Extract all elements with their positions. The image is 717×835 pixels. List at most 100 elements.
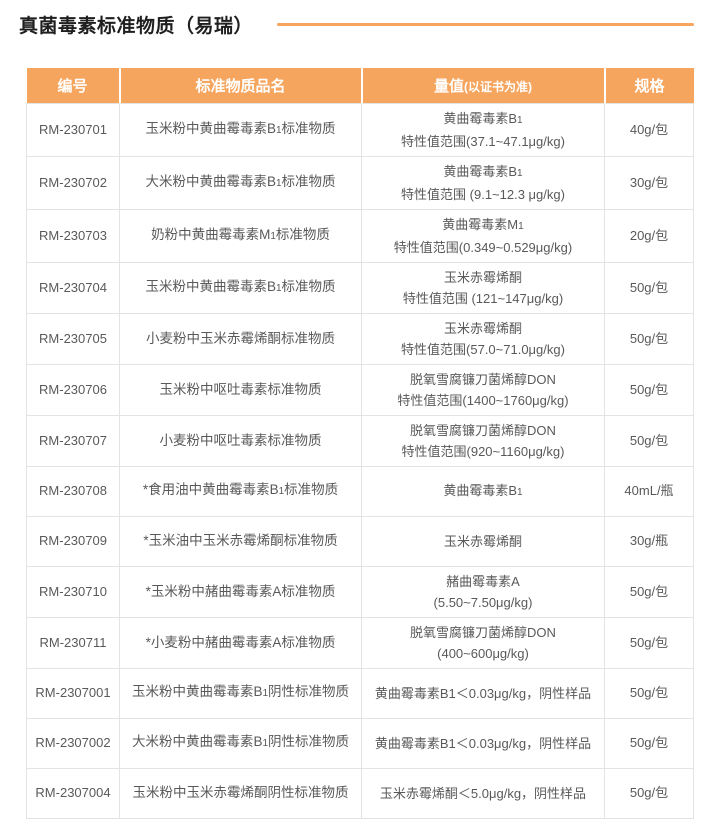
value-line: (400~600μg/kg) (437, 645, 529, 661)
cell-name: 大米粉中黄曲霉毒素B1阴性标准物质 (119, 717, 362, 769)
value-line: 脱氧雪腐镰刀菌烯醇DON (410, 371, 556, 387)
table-row: RM-230708 *食用油中黄曲霉毒素B1标准物质 黄曲霉毒素B1 40mL/… (26, 465, 694, 517)
value-line: 黄曲霉毒素B1 (443, 163, 523, 179)
table-row: RM-2307001 玉米粉中黄曲霉毒素B1阴性标准物质 黄曲霉毒素B1＜0.0… (26, 667, 694, 719)
cell-id: RM-230703 (26, 208, 120, 263)
value-line: (5.50~7.50μg/kg) (433, 594, 533, 610)
value-line: 特性值范围(57.0~71.0μg/kg) (401, 341, 565, 357)
value-line: 特性值范围(37.1~47.1μg/kg) (401, 133, 565, 149)
value-line: 黄曲霉毒素B1＜0.03μg/kg，阴性样品 (374, 735, 592, 751)
cell-id: RM-2307004 (26, 767, 120, 819)
table-row: RM-230707 小麦粉中呕吐毒素标准物质 脱氧雪腐镰刀菌烯醇DON 特性值范围… (26, 414, 694, 467)
cell-value: 脱氧雪腐镰刀菌烯醇DON 特性值范围(920~1160μg/kg) (361, 414, 605, 467)
cell-name: 玉米粉中黄曲霉毒素B1标准物质 (119, 261, 362, 314)
cell-id: RM-230702 (26, 155, 120, 210)
cell-value: 玉米赤霉烯酮 特性值范围 (121~147μg/kg) (361, 261, 605, 314)
cell-name: *食用油中黄曲霉毒素B1标准物质 (119, 465, 362, 517)
table-row: RM-2307002 大米粉中黄曲霉毒素B1阴性标准物质 黄曲霉毒素B1＜0.0… (26, 717, 694, 769)
col-header-value: 量值(以证书为准) (360, 68, 605, 103)
table-row: RM-2307004 玉米粉中玉米赤霉烯酮阴性标准物质 玉米赤霉烯酮＜5.0μg… (26, 767, 694, 819)
cell-value: 玉米赤霉烯酮 (361, 515, 605, 567)
cell-spec: 40g/包 (604, 102, 694, 157)
value-line: 脱氧雪腐镰刀菌烯醇DON (410, 624, 556, 640)
cell-spec: 30g/瓶 (604, 515, 694, 567)
products-table: 编号 标准物质品名 量值(以证书为准) 规格 RM-230701 玉米粉中黄曲霉… (26, 68, 694, 819)
cell-value: 脱氧雪腐镰刀菌烯醇DON 特性值范围(1400~1760μg/kg) (361, 363, 605, 416)
table-row: RM-230705 小麦粉中玉米赤霉烯酮标准物质 玉米赤霉烯酮 特性值范围(57.… (26, 312, 694, 365)
col-header-value-sublabel: (以证书为准) (464, 79, 532, 94)
cell-spec: 30g/包 (604, 155, 694, 210)
cell-name: 奶粉中黄曲霉毒素M1标准物质 (119, 208, 362, 263)
cell-value: 黄曲霉毒素B1 特性值范围 (9.1~12.3 μg/kg) (361, 155, 605, 210)
title-underline (277, 23, 694, 26)
cell-id: RM-230708 (26, 465, 120, 517)
value-line: 特性值范围 (9.1~12.3 μg/kg) (401, 186, 565, 202)
cell-name: 玉米粉中黄曲霉毒素B1阴性标准物质 (119, 667, 362, 719)
value-line: 玉米赤霉烯酮 (443, 533, 522, 549)
value-line: 黄曲霉毒素B1 (443, 110, 523, 126)
cell-id: RM-230704 (26, 261, 120, 314)
table-row: RM-230702 大米粉中黄曲霉毒素B1标准物质 黄曲霉毒素B1 特性值范围 (… (26, 155, 694, 210)
page-header: 真菌毒素标准物质（易瑞） (0, 0, 717, 38)
cell-spec: 50g/包 (604, 616, 694, 669)
cell-spec: 50g/包 (604, 565, 694, 618)
value-line: 特性值范围(0.349~0.529μg/kg) (393, 239, 573, 255)
cell-id: RM-230710 (26, 565, 120, 618)
cell-spec: 50g/包 (604, 717, 694, 769)
value-line: 黄曲霉毒素B1 (443, 482, 523, 498)
cell-value: 玉米赤霉烯酮＜5.0μg/kg，阴性样品 (361, 767, 605, 819)
cell-id: RM-230711 (26, 616, 120, 669)
table-body: RM-230701 玉米粉中黄曲霉毒素B1标准物质 黄曲霉毒素B1 特性值范围(3… (26, 102, 694, 819)
col-header-name: 标准物质品名 (118, 68, 362, 103)
col-header-spec-label: 规格 (634, 77, 665, 95)
cell-value: 黄曲霉毒素B1＜0.03μg/kg，阴性样品 (361, 717, 605, 769)
cell-spec: 50g/包 (604, 363, 694, 416)
cell-name: 小麦粉中呕吐毒素标准物质 (119, 414, 362, 467)
col-header-id: 编号 (26, 68, 120, 103)
cell-id: RM-230707 (26, 414, 120, 467)
cell-id: RM-230701 (26, 102, 120, 157)
table-row: RM-230709 *玉米油中玉米赤霉烯酮标准物质 玉米赤霉烯酮 30g/瓶 (26, 515, 694, 567)
cell-spec: 50g/包 (604, 312, 694, 365)
cell-spec: 20g/包 (604, 208, 694, 263)
table-row: RM-230701 玉米粉中黄曲霉毒素B1标准物质 黄曲霉毒素B1 特性值范围(3… (26, 102, 694, 157)
cell-name: 大米粉中黄曲霉毒素B1标准物质 (119, 155, 362, 210)
cell-name: 玉米粉中玉米赤霉烯酮阴性标准物质 (119, 767, 362, 819)
table-row: RM-230706 玉米粉中呕吐毒素标准物质 脱氧雪腐镰刀菌烯醇DON 特性值范围… (26, 363, 694, 416)
cell-name: *玉米粉中赭曲霉毒素A标准物质 (119, 565, 362, 618)
cell-name: *玉米油中玉米赤霉烯酮标准物质 (119, 515, 362, 567)
value-line: 赭曲霉毒素A (446, 573, 520, 589)
table-row: RM-230710 *玉米粉中赭曲霉毒素A标准物质 赭曲霉毒素A (5.50~7.… (26, 565, 694, 618)
cell-spec: 50g/包 (604, 667, 694, 719)
value-line: 特性值范围(920~1160μg/kg) (401, 443, 565, 459)
col-header-spec: 规格 (603, 68, 694, 103)
cell-name: *小麦粉中赭曲霉毒素A标准物质 (119, 616, 362, 669)
col-header-name-label: 标准物质品名 (195, 77, 286, 95)
table-row: RM-230711 *小麦粉中赭曲霉毒素A标准物质 脱氧雪腐镰刀菌烯醇DON (4… (26, 616, 694, 669)
cell-value: 黄曲霉毒素B1 特性值范围(37.1~47.1μg/kg) (361, 102, 605, 157)
cell-id: RM-2307002 (26, 717, 120, 769)
value-line: 特性值范围 (121~147μg/kg) (402, 290, 564, 306)
table-row: RM-230703 奶粉中黄曲霉毒素M1标准物质 黄曲霉毒素M1 特性值范围(0.… (26, 208, 694, 263)
cell-spec: 50g/包 (604, 414, 694, 467)
cell-name: 玉米粉中呕吐毒素标准物质 (119, 363, 362, 416)
cell-id: RM-2307001 (26, 667, 120, 719)
cell-value: 赭曲霉毒素A (5.50~7.50μg/kg) (361, 565, 605, 618)
value-line: 特性值范围(1400~1760μg/kg) (397, 392, 569, 408)
value-line: 脱氧雪腐镰刀菌烯醇DON (410, 422, 556, 438)
cell-value: 玉米赤霉烯酮 特性值范围(57.0~71.0μg/kg) (361, 312, 605, 365)
cell-id: RM-230705 (26, 312, 120, 365)
cell-value: 黄曲霉毒素M1 特性值范围(0.349~0.529μg/kg) (361, 208, 605, 263)
value-line: 黄曲霉毒素M1 (442, 216, 524, 232)
table-header-row: 编号 标准物质品名 量值(以证书为准) 规格 (26, 68, 694, 103)
table-row: RM-230704 玉米粉中黄曲霉毒素B1标准物质 玉米赤霉烯酮 特性值范围 (1… (26, 261, 694, 314)
cell-name: 小麦粉中玉米赤霉烯酮标准物质 (119, 312, 362, 365)
value-line: 玉米赤霉烯酮＜5.0μg/kg，阴性样品 (379, 785, 587, 801)
value-line: 黄曲霉毒素B1＜0.03μg/kg，阴性样品 (374, 685, 592, 701)
cell-spec: 50g/包 (604, 767, 694, 819)
cell-value: 黄曲霉毒素B1＜0.03μg/kg，阴性样品 (361, 667, 605, 719)
col-header-value-label: 量值 (433, 77, 464, 95)
cell-id: RM-230706 (26, 363, 120, 416)
page-title: 真菌毒素标准物质（易瑞） (19, 16, 254, 37)
